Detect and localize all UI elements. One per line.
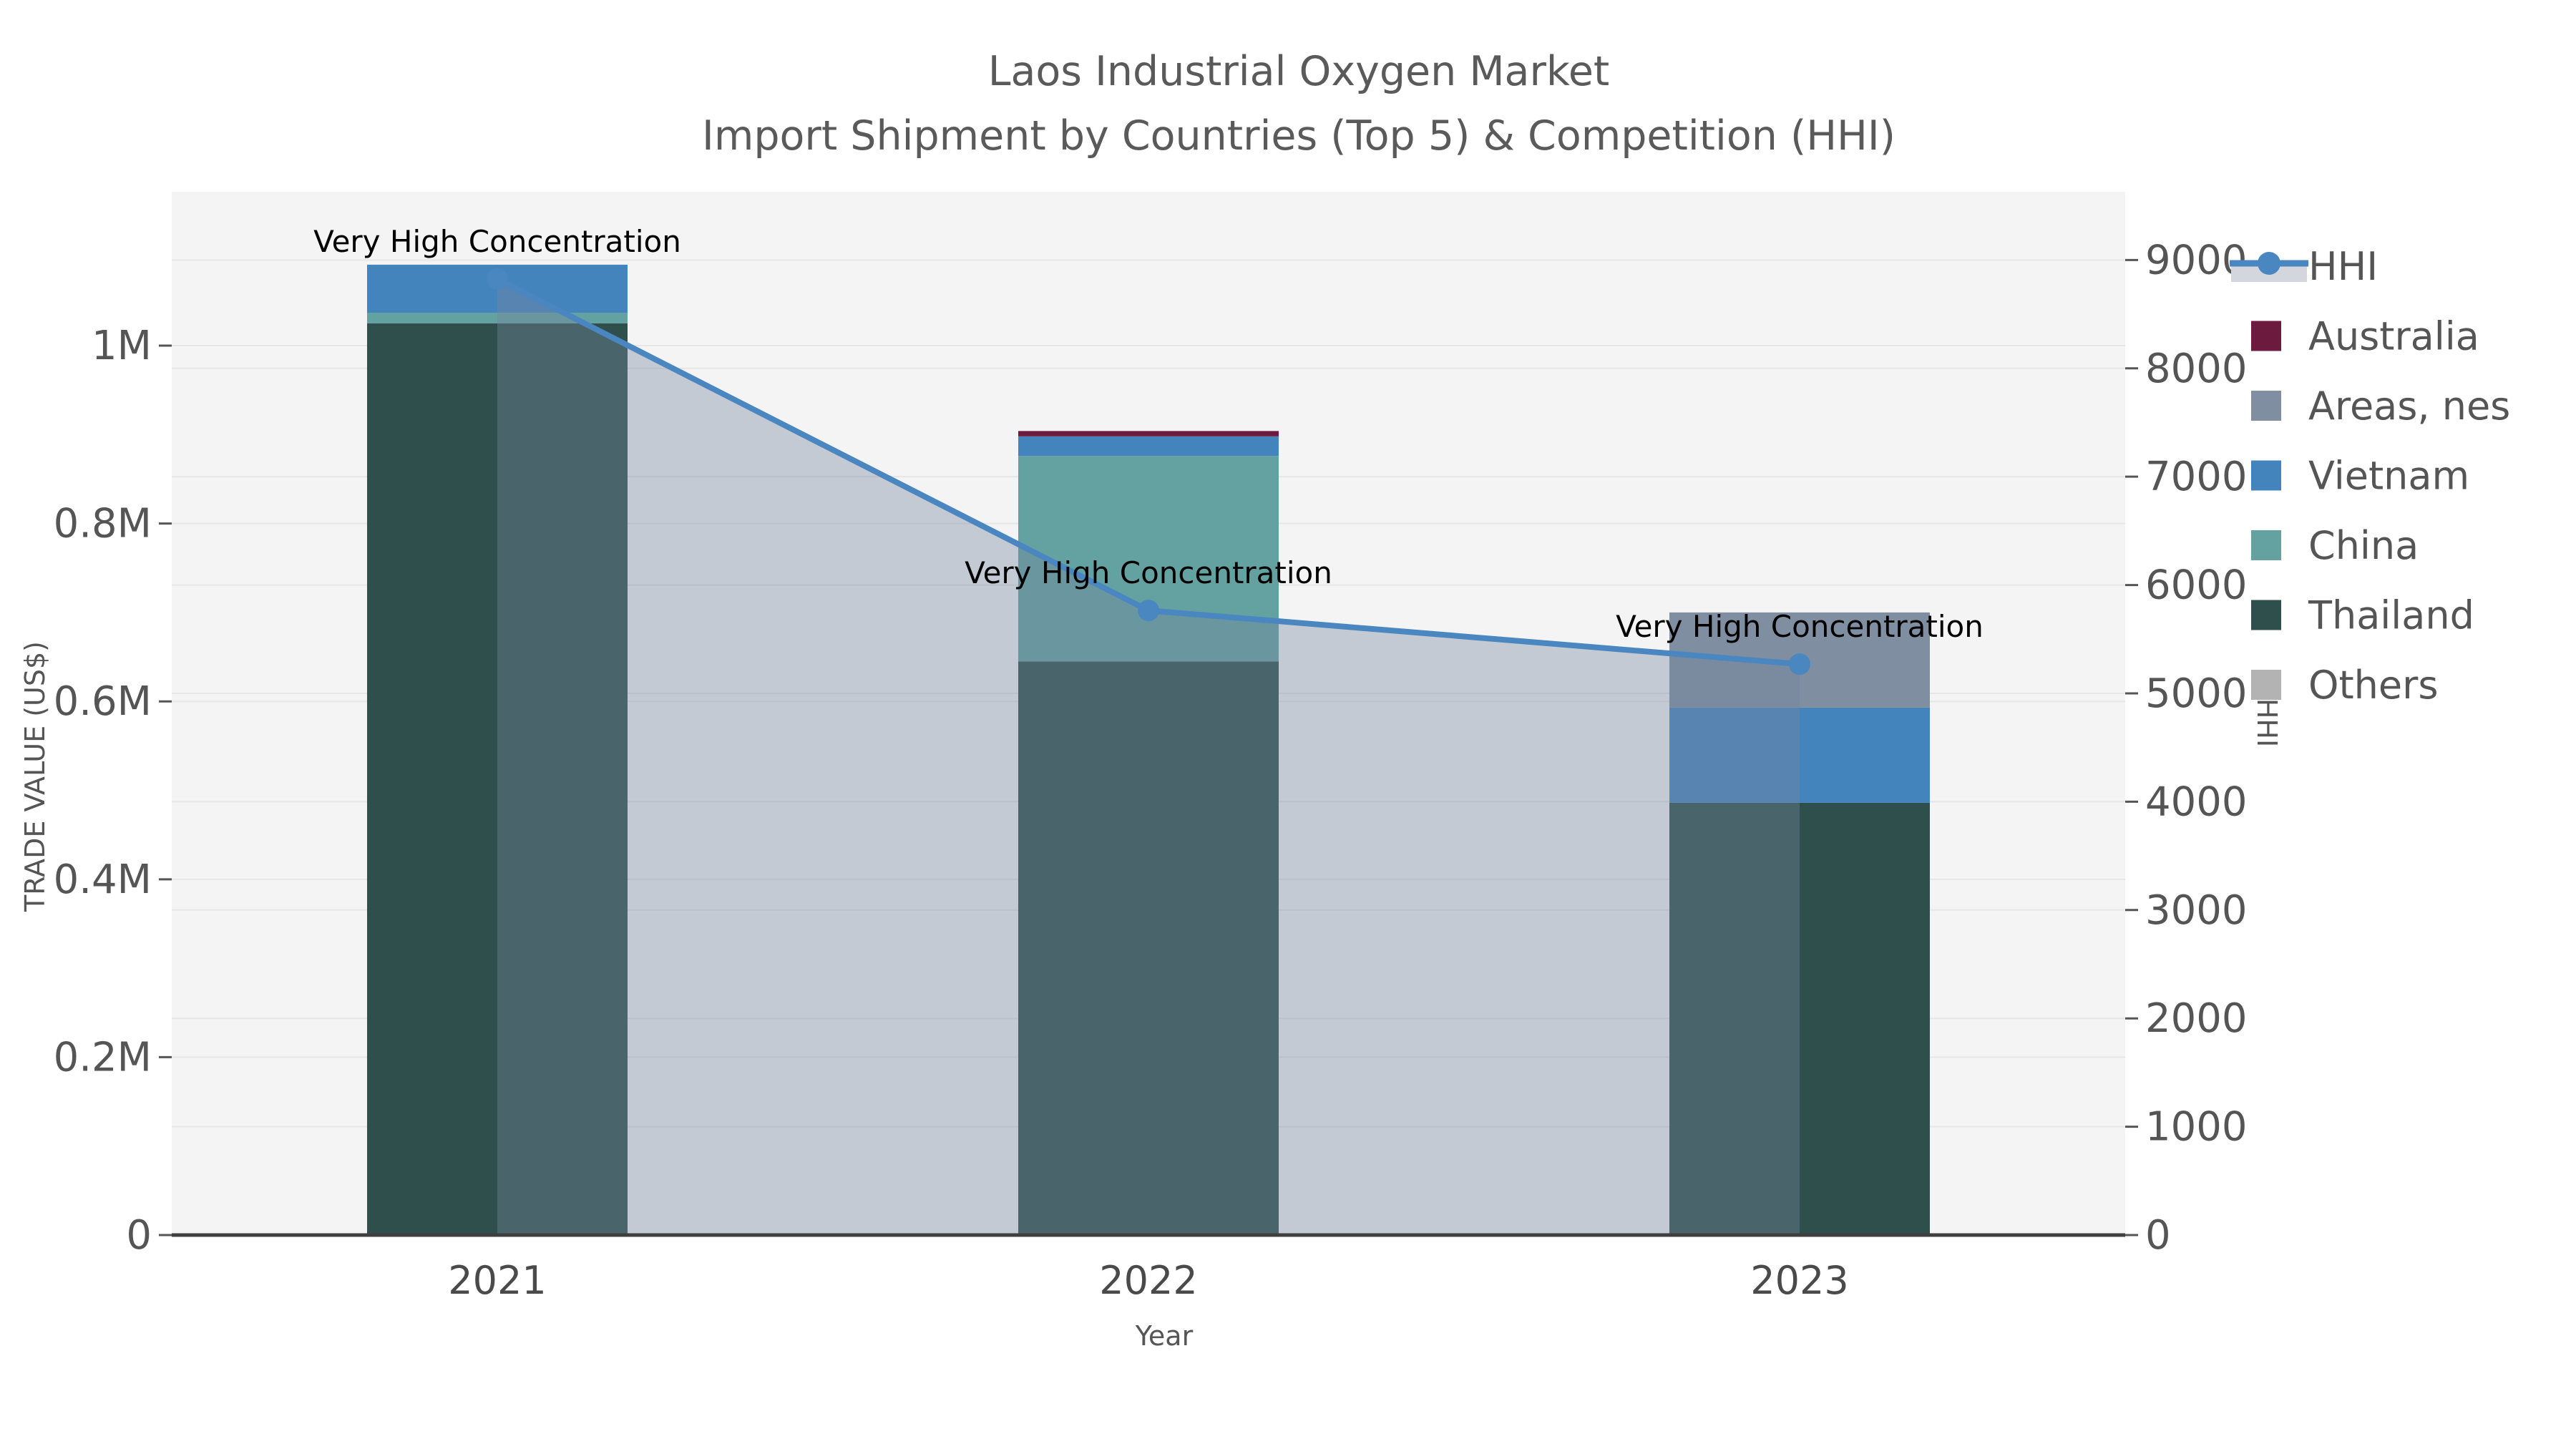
annotation-2022: Very High Concentration	[965, 555, 1332, 590]
legend-swatch-china	[2251, 530, 2281, 560]
y-right-tick-label: 8000	[2145, 346, 2248, 392]
bar-segment-2021-thailand[interactable]	[367, 323, 628, 1235]
y-left-tick-label: 0.8M	[54, 501, 152, 547]
y-right-axis-title: HHI	[2251, 698, 2283, 747]
legend-item-hhi[interactable]: HHI	[2230, 244, 2378, 289]
legend-item-china[interactable]: China	[2251, 523, 2419, 568]
y-right-tick-label: 2000	[2145, 995, 2248, 1042]
legend-swatch-areas--nes	[2251, 391, 2281, 421]
hhi-marker-2022[interactable]	[1138, 600, 1159, 622]
bar-segment-2022-china[interactable]	[1018, 456, 1279, 662]
y-left-tick-label: 0.2M	[54, 1034, 152, 1080]
hhi-area-fill	[497, 278, 1800, 1235]
chart-subtitle: Import Shipment by Countries (Top 5) & C…	[702, 112, 1896, 160]
legend-swatch-thailand	[2251, 600, 2281, 630]
legend-item-others[interactable]: Others	[2251, 663, 2438, 708]
legend-item-australia[interactable]: Australia	[2251, 314, 2479, 359]
legend-label: HHI	[2308, 244, 2378, 289]
bar-segment-2022-thailand[interactable]	[1018, 661, 1279, 1235]
legend-item-vietnam[interactable]: Vietnam	[2251, 454, 2469, 499]
chart-title: Laos Industrial Oxygen Market	[987, 48, 1610, 95]
legend-label: Others	[2308, 663, 2438, 708]
y-left-tick-label: 0	[126, 1212, 152, 1259]
y-right-tick-label: 7000	[2145, 454, 2248, 500]
x-tick-label-2021: 2021	[448, 1258, 546, 1303]
legend-swatch-australia	[2251, 321, 2281, 351]
legend-item-thailand[interactable]: Thailand	[2251, 593, 2474, 638]
bar-segment-2022-vietnam[interactable]	[1018, 436, 1279, 457]
bar-segment-2022-australia[interactable]	[1018, 431, 1279, 436]
bar-segment-2023-thailand[interactable]	[1669, 802, 1930, 1235]
y-right-tick-label: 0	[2145, 1212, 2171, 1259]
bar-segment-2021-china[interactable]	[367, 313, 628, 323]
annotation-2021: Very High Concentration	[313, 224, 681, 259]
chart-title-block: Laos Industrial Oxygen Market Import Shi…	[0, 52, 2576, 157]
hhi-marker-2021[interactable]	[487, 268, 508, 290]
y-left-tick-label: 0.6M	[54, 678, 152, 725]
legend-label: Thailand	[2308, 593, 2474, 638]
legend-swatch-vietnam	[2251, 460, 2281, 491]
hhi-marker-2023[interactable]	[1789, 653, 1810, 675]
x-tick-label-2022: 2022	[1099, 1258, 1197, 1303]
bar-segment-2023-vietnam[interactable]	[1669, 707, 1930, 803]
y-right-tick-label: 4000	[2145, 779, 2248, 825]
legend-hhi-marker	[2258, 252, 2280, 275]
legend-swatch-others	[2251, 670, 2281, 700]
annotation-2023: Very High Concentration	[1616, 609, 1984, 644]
y-right-tick-label: 1000	[2145, 1104, 2248, 1151]
y-left-tick-label: 0.4M	[54, 857, 152, 903]
y-left-tick-label: 1M	[92, 323, 152, 369]
legend: HHI Australia Areas, nes Vietnam China Thaila…	[2230, 244, 2510, 708]
y-right-tick-label: 6000	[2145, 562, 2248, 609]
y-left-axis-title: TRADE VALUE (US$)	[19, 641, 51, 912]
legend-label: China	[2308, 523, 2419, 568]
legend-item-areas--nes[interactable]: Areas, nes	[2251, 384, 2510, 429]
legend-label: Areas, nes	[2308, 384, 2510, 429]
legend-label: Vietnam	[2308, 454, 2469, 499]
legend-label: Australia	[2308, 314, 2479, 359]
y-right-tick-label: 5000	[2145, 670, 2248, 717]
x-axis-title: Year	[1135, 1320, 1194, 1352]
x-tick-label-2023: 2023	[1750, 1258, 1848, 1303]
y-right-tick-label: 3000	[2145, 887, 2248, 934]
